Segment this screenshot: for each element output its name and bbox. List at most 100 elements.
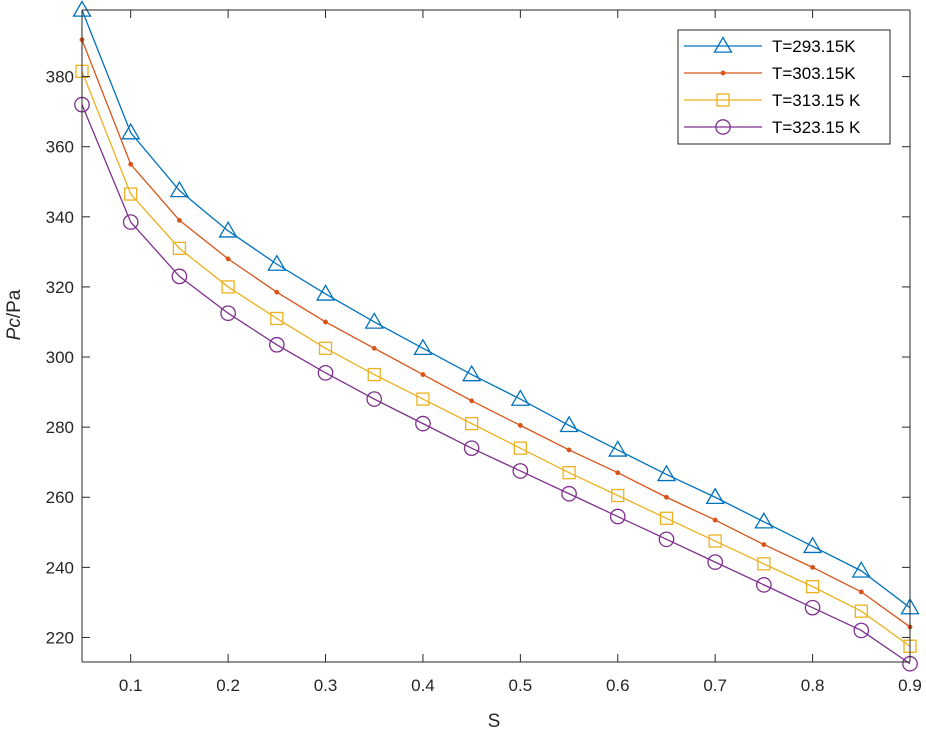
series-1	[72, 0, 920, 615]
legend-entry: T=293.15K	[684, 36, 856, 56]
series-3-point	[172, 241, 187, 256]
series-4-point	[415, 415, 431, 432]
legend-entry: T=323.15 K	[684, 118, 861, 137]
series-3-point	[611, 488, 625, 503]
series-1-point	[510, 389, 530, 406]
series-1-point	[802, 536, 823, 554]
y-tick-label: 300	[46, 348, 74, 367]
series-1-point	[315, 284, 336, 301]
series-2-point	[371, 345, 377, 351]
series-4-point	[707, 554, 724, 570]
y-tick-label: 320	[46, 278, 74, 297]
legend-label: T=303.15K	[772, 64, 856, 83]
x-tick-label: 0.9	[898, 676, 922, 695]
series-1-point	[608, 440, 628, 457]
series-4-point	[804, 599, 821, 616]
series-3-line	[81, 71, 911, 647]
legend-label: T=323.15 K	[772, 118, 861, 137]
series-3-point	[513, 441, 528, 455]
x-axis-title: S	[488, 711, 501, 732]
series-1-line	[81, 9, 911, 609]
series-4-point	[561, 485, 577, 502]
legend-marker	[716, 93, 730, 107]
series-4-point	[366, 391, 383, 407]
series-1-point	[413, 338, 433, 356]
x-tick-label: 0.3	[314, 676, 338, 695]
series-3-point	[854, 604, 868, 618]
y-axis-title-italic: Pc	[4, 318, 25, 341]
legend: T=293.15K T=303.15K T=313.15 K T=323.15 K	[677, 29, 891, 145]
series-3	[75, 64, 917, 653]
y-tick-label: 360	[46, 138, 74, 157]
series-layer	[72, 0, 920, 672]
series-4-point	[463, 440, 480, 457]
axes-layer: 0.1 0.2 0.3 0.4 0.5 0.6 0.7 0.8 0.9 220 240 260 280 3…	[46, 9, 922, 695]
series-3-point	[416, 392, 430, 406]
series-3-point	[562, 466, 576, 480]
x-tick-label: 0.6	[606, 676, 630, 695]
series-4-point	[268, 336, 285, 353]
series-3-point	[270, 311, 284, 326]
series-2-point	[128, 161, 134, 167]
series-2-point	[615, 470, 621, 476]
series-4-point	[609, 508, 626, 525]
series-2-point	[517, 422, 523, 428]
series-3-point	[221, 280, 235, 294]
legend-marker	[713, 36, 733, 53]
series-2-point	[712, 517, 718, 523]
series-2-line	[81, 39, 911, 628]
series-2-point	[420, 372, 426, 378]
series-2-point	[566, 447, 572, 453]
series-3-point	[708, 534, 722, 548]
series-1-point	[705, 487, 725, 505]
series-1-point	[364, 312, 384, 329]
x-tick-label: 0.7	[703, 676, 727, 695]
series-4-line	[81, 104, 911, 665]
y-axis-title: Pc/Pa	[4, 289, 25, 340]
series-3-point	[318, 341, 333, 355]
series-4-point	[512, 463, 529, 479]
series-1-point	[218, 221, 238, 238]
series-4-point	[756, 577, 772, 593]
series-3-point	[659, 511, 674, 525]
series-2-point	[761, 542, 767, 548]
series-2-point	[469, 398, 475, 404]
series-2-point	[664, 494, 669, 500]
legend-box	[677, 29, 891, 145]
series-2	[79, 37, 913, 630]
series-4-point	[317, 364, 334, 381]
y-tick-label: 240	[46, 558, 74, 577]
x-tick-label: 0.1	[119, 676, 143, 695]
legend-label: T=293.15K	[772, 37, 856, 56]
x-tick-label: 0.4	[411, 676, 435, 695]
legend-marker	[715, 119, 731, 135]
series-1-point	[559, 415, 579, 433]
series-4-point	[171, 268, 188, 285]
y-axis-title-unit: /Pa	[4, 289, 25, 318]
series-2-point	[858, 589, 864, 595]
series-3-point	[464, 416, 479, 431]
series-1-point	[462, 364, 482, 382]
y-tick-label: 260	[46, 488, 74, 507]
series-4-point	[220, 305, 236, 322]
series-4	[74, 96, 918, 672]
series-4-point	[853, 622, 870, 639]
legend-entry: T=313.15 K	[684, 91, 861, 110]
series-1-point	[754, 511, 774, 529]
legend-entry: T=303.15K	[684, 64, 856, 83]
y-tick-label: 340	[46, 208, 74, 227]
legend-label: T=313.15 K	[772, 91, 861, 110]
series-1-point	[267, 254, 287, 271]
y-tick-label: 380	[46, 68, 74, 87]
series-3-point	[757, 557, 771, 571]
series-2-point	[810, 564, 816, 570]
series-1-point	[656, 464, 677, 482]
series-1-point	[851, 561, 871, 578]
series-1-point	[169, 180, 190, 198]
x-tick-label: 0.8	[801, 676, 825, 695]
series-3-point	[805, 579, 820, 594]
series-3-point	[367, 367, 381, 382]
series-3-point	[124, 187, 138, 201]
series-1-point	[121, 122, 141, 140]
